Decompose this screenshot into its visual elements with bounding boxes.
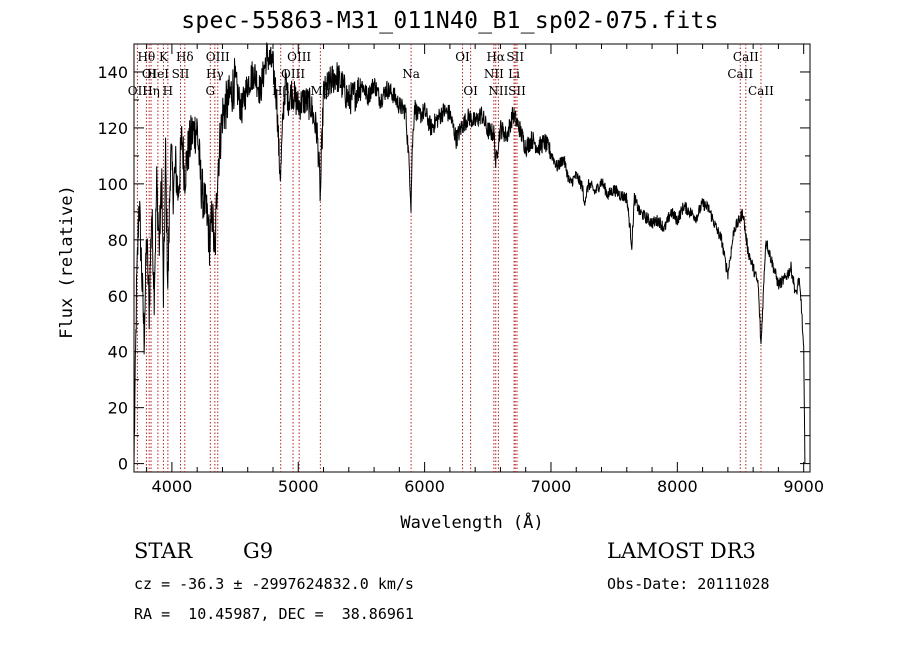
- spectral-line-label: H: [163, 84, 173, 98]
- observation-date: Obs-Date: 20111028: [607, 575, 770, 593]
- spectral-line-label: G: [206, 84, 216, 98]
- y-tick-label: 60: [108, 287, 128, 306]
- object-class: STAR: [134, 539, 193, 563]
- y-tick-label: 120: [97, 119, 128, 138]
- x-tick-label: 7000: [531, 477, 572, 496]
- spectrum-line: [133, 42, 806, 464]
- spectral-line-label: OIII: [206, 50, 230, 64]
- y-tick-label: 20: [108, 399, 128, 418]
- spectrum-series: [133, 42, 806, 464]
- y-tick-label: 140: [97, 63, 128, 82]
- spectral-line-label: NII: [488, 84, 508, 98]
- spectral-line-label: HeI: [147, 67, 170, 81]
- y-axis-label: Flux (relative): [57, 185, 77, 339]
- spectral-line-label: OI: [463, 84, 478, 98]
- x-tick-label: 4000: [152, 477, 193, 496]
- survey-name: LAMOST DR3: [607, 539, 756, 563]
- spectral-line-label: OIII: [281, 67, 305, 81]
- plot-frame: [133, 43, 811, 473]
- spectral-line-label: CaII: [733, 50, 759, 64]
- spectral-line-label: Mg: [310, 84, 330, 98]
- axis-ticks: 4000 5000 6000 7000 8000 9000 0 20 40 60 80 100 120 1…: [97, 44, 824, 496]
- spectral-line-label: SII: [506, 50, 524, 64]
- y-tick-label: 0: [118, 455, 128, 474]
- spectral-line-label: Hγ: [206, 67, 224, 81]
- spectral-line-label: OI: [142, 67, 157, 81]
- spectral-line-label: OII: [128, 84, 148, 98]
- y-tick-label: 80: [108, 231, 128, 250]
- spectral-line-label: Hθ: [138, 50, 156, 64]
- x-tick-label: 6000: [404, 477, 445, 496]
- spectral-line-label: CaII: [748, 84, 774, 98]
- spectral-line-label: Na: [402, 67, 420, 81]
- x-axis-label: Wavelength (Å): [400, 511, 543, 533]
- x-tick-label: 9000: [783, 477, 824, 496]
- spectral-line-label: SII: [508, 84, 526, 98]
- y-tick-label: 100: [97, 175, 128, 194]
- spectral-line-label: NII: [484, 67, 504, 81]
- x-tick-label: 8000: [657, 477, 698, 496]
- redshift-readout: cz = -36.3 ± -2997624832.0 km/s: [134, 575, 414, 593]
- chart-title: spec-55863-M31_011N40_B1_sp02-075.fits: [181, 8, 719, 34]
- spectral-line-label: OI: [455, 50, 470, 64]
- object-subclass: G9: [243, 539, 274, 563]
- axes-frame: [133, 43, 811, 473]
- spectral-line-label: Li: [508, 67, 520, 81]
- x-tick-label: 5000: [278, 477, 319, 496]
- spectral-line-label: CaII: [727, 67, 753, 81]
- spectral-line-label: SII: [172, 67, 190, 81]
- spectral-line-label: OIII: [287, 50, 311, 64]
- spectral-line-label: Hη: [142, 84, 160, 98]
- spectral-line-label: Hδ: [176, 50, 194, 64]
- y-tick-label: 40: [108, 343, 128, 362]
- coordinates-readout: RA = 10.45987, DEC = 38.86961: [134, 605, 414, 623]
- spectral-line-label: Hα: [486, 50, 505, 64]
- spectral-line-label: K: [159, 50, 169, 64]
